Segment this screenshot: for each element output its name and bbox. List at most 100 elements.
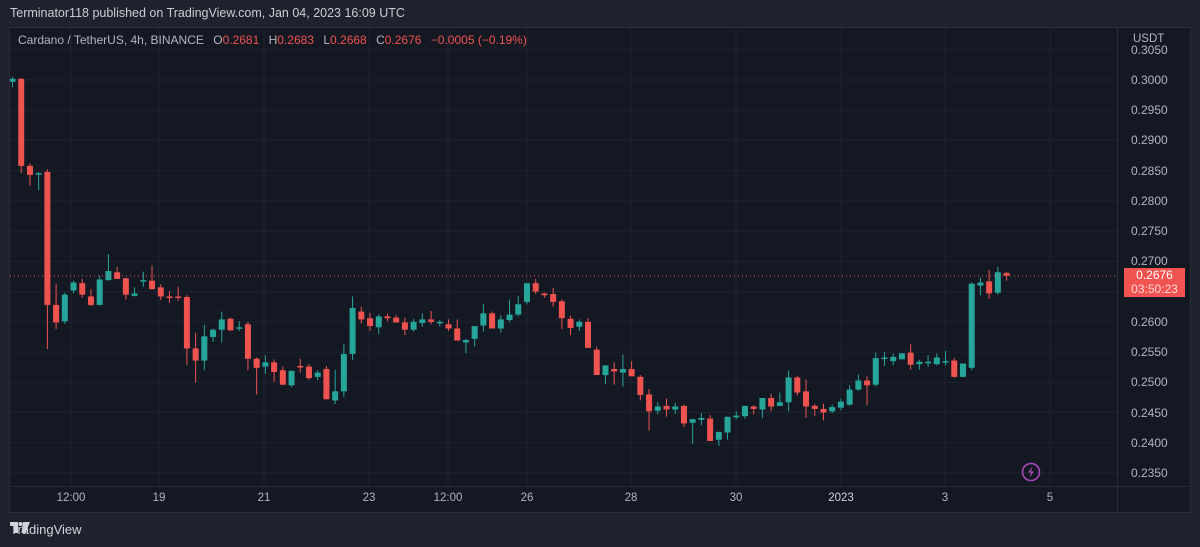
candle bbox=[244, 321, 251, 371]
candle bbox=[428, 310, 435, 325]
time-axis[interactable] bbox=[10, 486, 1117, 513]
symbol-label[interactable]: Cardano / TetherUS, 4h, BINANCE bbox=[18, 33, 204, 47]
candle bbox=[349, 296, 356, 360]
candle bbox=[698, 413, 705, 426]
candle bbox=[724, 416, 731, 440]
price-tick: 0.2550 bbox=[1131, 345, 1168, 360]
price-tick: 0.3000 bbox=[1131, 73, 1168, 87]
high-value: 0.2683 bbox=[277, 33, 314, 47]
candle bbox=[305, 364, 312, 380]
candle bbox=[881, 352, 888, 366]
candle bbox=[149, 265, 156, 290]
time-tick: 3 bbox=[941, 492, 949, 504]
candle bbox=[907, 344, 914, 370]
open-value: 0.2681 bbox=[222, 33, 260, 47]
candle bbox=[523, 283, 530, 305]
price-tick: 0.2600 bbox=[1131, 314, 1168, 329]
candle bbox=[820, 403, 827, 421]
tradingview-logo-icon bbox=[10, 522, 30, 533]
open-key: O bbox=[213, 33, 223, 47]
candle bbox=[122, 277, 129, 300]
candle bbox=[131, 287, 138, 297]
candle bbox=[323, 365, 330, 400]
candle bbox=[480, 304, 487, 332]
candle bbox=[384, 313, 391, 322]
candle bbox=[96, 275, 103, 306]
candle bbox=[192, 332, 199, 383]
candle bbox=[18, 78, 25, 174]
lightning-event-icon[interactable] bbox=[1021, 462, 1041, 482]
candle bbox=[314, 370, 321, 381]
currency-unit[interactable]: USDT bbox=[1133, 33, 1165, 45]
candle bbox=[942, 350, 949, 366]
candle bbox=[663, 398, 670, 417]
candle bbox=[489, 311, 496, 329]
time-tick: 26 bbox=[520, 492, 534, 504]
candle bbox=[959, 363, 966, 377]
candle bbox=[550, 287, 557, 307]
time-tick: 23 bbox=[362, 492, 376, 504]
ohlc-legend: Cardano / TetherUS, 4h, BINANCE O0.2681 … bbox=[18, 33, 527, 47]
close-value: 0.2676 bbox=[384, 33, 422, 47]
candle bbox=[541, 292, 548, 298]
price-tick: 0.3050 bbox=[1131, 42, 1168, 57]
time-tick: 28 bbox=[624, 492, 638, 504]
candle bbox=[419, 313, 426, 327]
change-value: −0.0005 (−0.19%) bbox=[430, 33, 527, 47]
tradingview-logo[interactable]: TradingView bbox=[10, 522, 82, 537]
candle bbox=[53, 283, 60, 330]
bar-countdown: 03:50:23 bbox=[1131, 282, 1178, 296]
candle bbox=[279, 366, 286, 385]
candle bbox=[733, 411, 740, 420]
candle bbox=[898, 353, 905, 360]
candle bbox=[497, 315, 504, 333]
candle bbox=[776, 392, 783, 406]
candle bbox=[44, 169, 51, 350]
price-scale[interactable] bbox=[1117, 28, 1191, 486]
time-tick: 12:00 bbox=[433, 492, 463, 504]
candle bbox=[558, 299, 565, 330]
candle bbox=[218, 311, 225, 343]
candle bbox=[811, 404, 818, 417]
candle bbox=[646, 388, 653, 431]
axis-corner bbox=[1117, 486, 1191, 513]
high-key: H bbox=[268, 33, 278, 47]
candle bbox=[532, 278, 539, 295]
candle bbox=[619, 354, 626, 387]
close-key: C bbox=[376, 33, 385, 47]
candle bbox=[968, 282, 975, 371]
candle bbox=[227, 317, 234, 331]
candle bbox=[872, 352, 879, 387]
candlestick-chart[interactable] bbox=[10, 28, 1117, 486]
candle bbox=[803, 379, 810, 418]
price-tick: 0.2750 bbox=[1131, 224, 1168, 239]
price-tick: 0.2850 bbox=[1131, 163, 1168, 178]
time-tick: 5 bbox=[1046, 492, 1054, 504]
candle bbox=[864, 376, 871, 406]
price-tick: 0.2900 bbox=[1131, 133, 1168, 148]
candle bbox=[70, 280, 77, 294]
candle bbox=[986, 269, 993, 299]
candle bbox=[462, 338, 469, 354]
candle bbox=[35, 172, 42, 191]
low-key: L bbox=[323, 33, 331, 47]
candle bbox=[672, 402, 679, 414]
candle bbox=[253, 357, 260, 395]
candle bbox=[855, 374, 862, 391]
candle bbox=[951, 358, 958, 378]
candle bbox=[837, 398, 844, 411]
candle bbox=[680, 404, 687, 428]
candle bbox=[628, 361, 635, 377]
candle bbox=[707, 414, 714, 441]
price-tick: 0.2950 bbox=[1131, 103, 1168, 118]
candle bbox=[471, 326, 478, 347]
chart-frame bbox=[9, 27, 1191, 513]
candle bbox=[785, 370, 792, 412]
candle bbox=[332, 369, 339, 405]
candle bbox=[654, 402, 661, 415]
candle bbox=[768, 393, 775, 412]
candle bbox=[105, 254, 112, 281]
candle bbox=[183, 295, 190, 365]
chart-pane[interactable] bbox=[10, 28, 1117, 486]
candle bbox=[750, 405, 757, 415]
